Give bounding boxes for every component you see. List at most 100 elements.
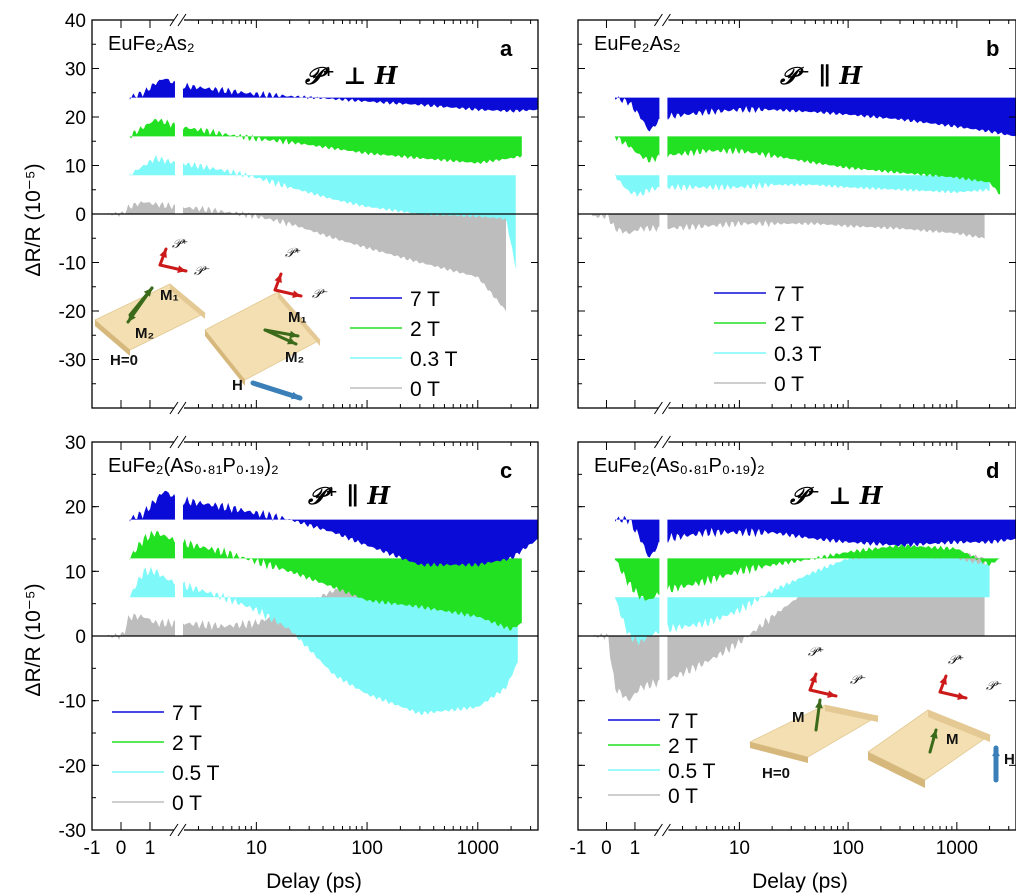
inset-p-minus-label: 𝒫⁻ xyxy=(194,264,210,279)
series-area-2-T xyxy=(615,136,1001,195)
panel-d: -1 0 1 10 100 1000 EuFe₂(As₀.₈₁P₀.₁₉)₂ 𝒫⁻ ⊥ H d 7… xyxy=(570,435,1016,859)
break-mask xyxy=(658,827,669,833)
inset-p-plus-label: 𝒫⁺ xyxy=(808,645,824,660)
inset-a-slab1-front xyxy=(95,320,130,356)
legend-label: 0 T xyxy=(172,792,202,815)
x-axis-label-right: Delay (ps) xyxy=(752,870,848,893)
break-mark xyxy=(653,13,663,27)
legend-label: 2 T xyxy=(668,735,698,758)
inset-h0-label: H=0 xyxy=(110,352,138,369)
inset-m-field-label: M xyxy=(946,731,959,748)
inset-d-2-p-plus-arrow-head xyxy=(939,676,947,685)
series-area-0-3-T xyxy=(129,154,516,269)
series-area-7-T xyxy=(615,96,1016,137)
inset-p-minus-label: 𝒫⁻ xyxy=(850,673,866,688)
panel-letter: c xyxy=(500,458,512,483)
break-mark xyxy=(177,823,187,837)
inset-a-slab2-front xyxy=(205,330,245,386)
legend-label: 7 T xyxy=(410,288,440,311)
legend-label: 7 T xyxy=(172,702,202,725)
series-area-7-T xyxy=(129,78,538,113)
x-tick-label: 1 xyxy=(145,838,156,859)
legend-label: 0.3 T xyxy=(774,343,822,366)
series-area-2-T xyxy=(129,530,522,631)
inset-a-1-p-minus-arrow-head xyxy=(177,265,186,273)
legend-label: 7 T xyxy=(668,710,698,733)
inset-h0-label: H=0 xyxy=(762,765,790,782)
x-tick-label: -1 xyxy=(84,838,101,859)
x-tick-label: 0 xyxy=(116,838,127,859)
break-mark xyxy=(661,823,671,837)
inset-a-slab2-side xyxy=(278,292,320,346)
series-area-0-3-T xyxy=(615,173,990,197)
inset-d-slab1-front xyxy=(750,742,808,763)
legend-label: 7 T xyxy=(774,283,804,306)
y-tick-label: 0 xyxy=(75,205,86,226)
break-mark xyxy=(661,401,671,415)
inset-d-2-p-minus-arrow-head xyxy=(957,692,966,700)
sample-label: EuFe₂As₂ xyxy=(594,33,681,55)
break-mark xyxy=(177,435,187,449)
break-mark xyxy=(169,13,179,27)
legend-label: 0.3 T xyxy=(410,348,458,371)
break-mark xyxy=(661,435,671,449)
legend-label: 0.5 T xyxy=(668,760,716,783)
y-tick-label: -30 xyxy=(59,821,86,842)
x-tick-label: 1000 xyxy=(457,838,499,859)
break-mask xyxy=(173,827,184,833)
series-area-0-5-T xyxy=(615,553,990,646)
y-tick-label: -10 xyxy=(59,692,86,713)
inset-d-1-p-plus-arrow-head xyxy=(809,674,817,683)
magnetization-m2-arrow-head xyxy=(128,313,136,322)
y-tick-label: -10 xyxy=(59,254,86,275)
inset-p-plus-label: 𝒫⁺ xyxy=(285,246,301,261)
y-tick-label: -20 xyxy=(59,302,86,323)
inset-p-minus-label: 𝒫⁻ xyxy=(986,679,1002,694)
break-mask xyxy=(173,405,184,411)
panel-letter: d xyxy=(986,458,999,483)
break-mark xyxy=(653,401,663,415)
inset-h-label: H xyxy=(1004,751,1015,768)
x-tick-label: 1 xyxy=(630,838,641,859)
panel-b: EuFe₂As₂ 𝒫⁻ ∥ H b 7 T 2 T 0.3 T 0 T xyxy=(577,13,1016,415)
break-mark xyxy=(169,823,179,837)
inset-p-minus-label: 𝒫⁻ xyxy=(312,287,328,302)
panel-letter: a xyxy=(500,36,513,61)
break-mark xyxy=(177,13,187,27)
inset-d-slab2-top xyxy=(867,709,991,781)
y-tick-label: -20 xyxy=(59,756,86,777)
inset-m-label: M xyxy=(792,709,805,726)
magnetization-m1-field-arrow-head xyxy=(289,330,298,339)
inset-a-slab1-side xyxy=(170,284,205,319)
legend-label: 2 T xyxy=(774,313,804,336)
y-tick-label: 20 xyxy=(65,108,86,129)
field-h-arrow-head xyxy=(992,748,1000,757)
y-axis-label-top: ΔR/R (10⁻⁵) xyxy=(22,163,45,276)
legend-label: 0 T xyxy=(668,785,698,808)
break-mark xyxy=(169,435,179,449)
x-tick-label: 100 xyxy=(832,838,864,859)
series-area-2-T xyxy=(129,118,522,165)
legend-label: 0 T xyxy=(410,378,440,401)
break-mark xyxy=(177,401,187,415)
sample-label: EuFe₂(As₀.₈₁P₀.₁₉)₂ xyxy=(108,455,279,477)
series-group xyxy=(592,442,1016,830)
polarization-label: 𝒫⁺ ∥ H xyxy=(307,481,391,510)
inset-a-2-p-plus-arrow-head xyxy=(274,274,282,283)
break-mask xyxy=(173,439,184,445)
y-tick-label: 40 xyxy=(65,11,86,32)
panel-letter: b xyxy=(986,36,999,61)
inset-p-plus-label: 𝒫⁺ xyxy=(172,237,188,252)
break-mask xyxy=(173,17,184,23)
x-tick-label: 10 xyxy=(246,838,267,859)
inset-a-slab2-top xyxy=(204,291,321,381)
y-tick-label: 0 xyxy=(75,627,86,648)
series-area-7-T xyxy=(129,490,538,567)
inset-d-1-p-minus-arrow-head xyxy=(827,690,836,698)
inset-m2-field-label: M₂ xyxy=(285,349,304,366)
sample-label: EuFe₂(As₀.₈₁P₀.₁₉)₂ xyxy=(594,455,765,477)
inset-d-slab2-front xyxy=(868,752,925,788)
sample-label: EuFe₂As₂ xyxy=(108,33,195,55)
y-tick-label: 20 xyxy=(65,498,86,519)
